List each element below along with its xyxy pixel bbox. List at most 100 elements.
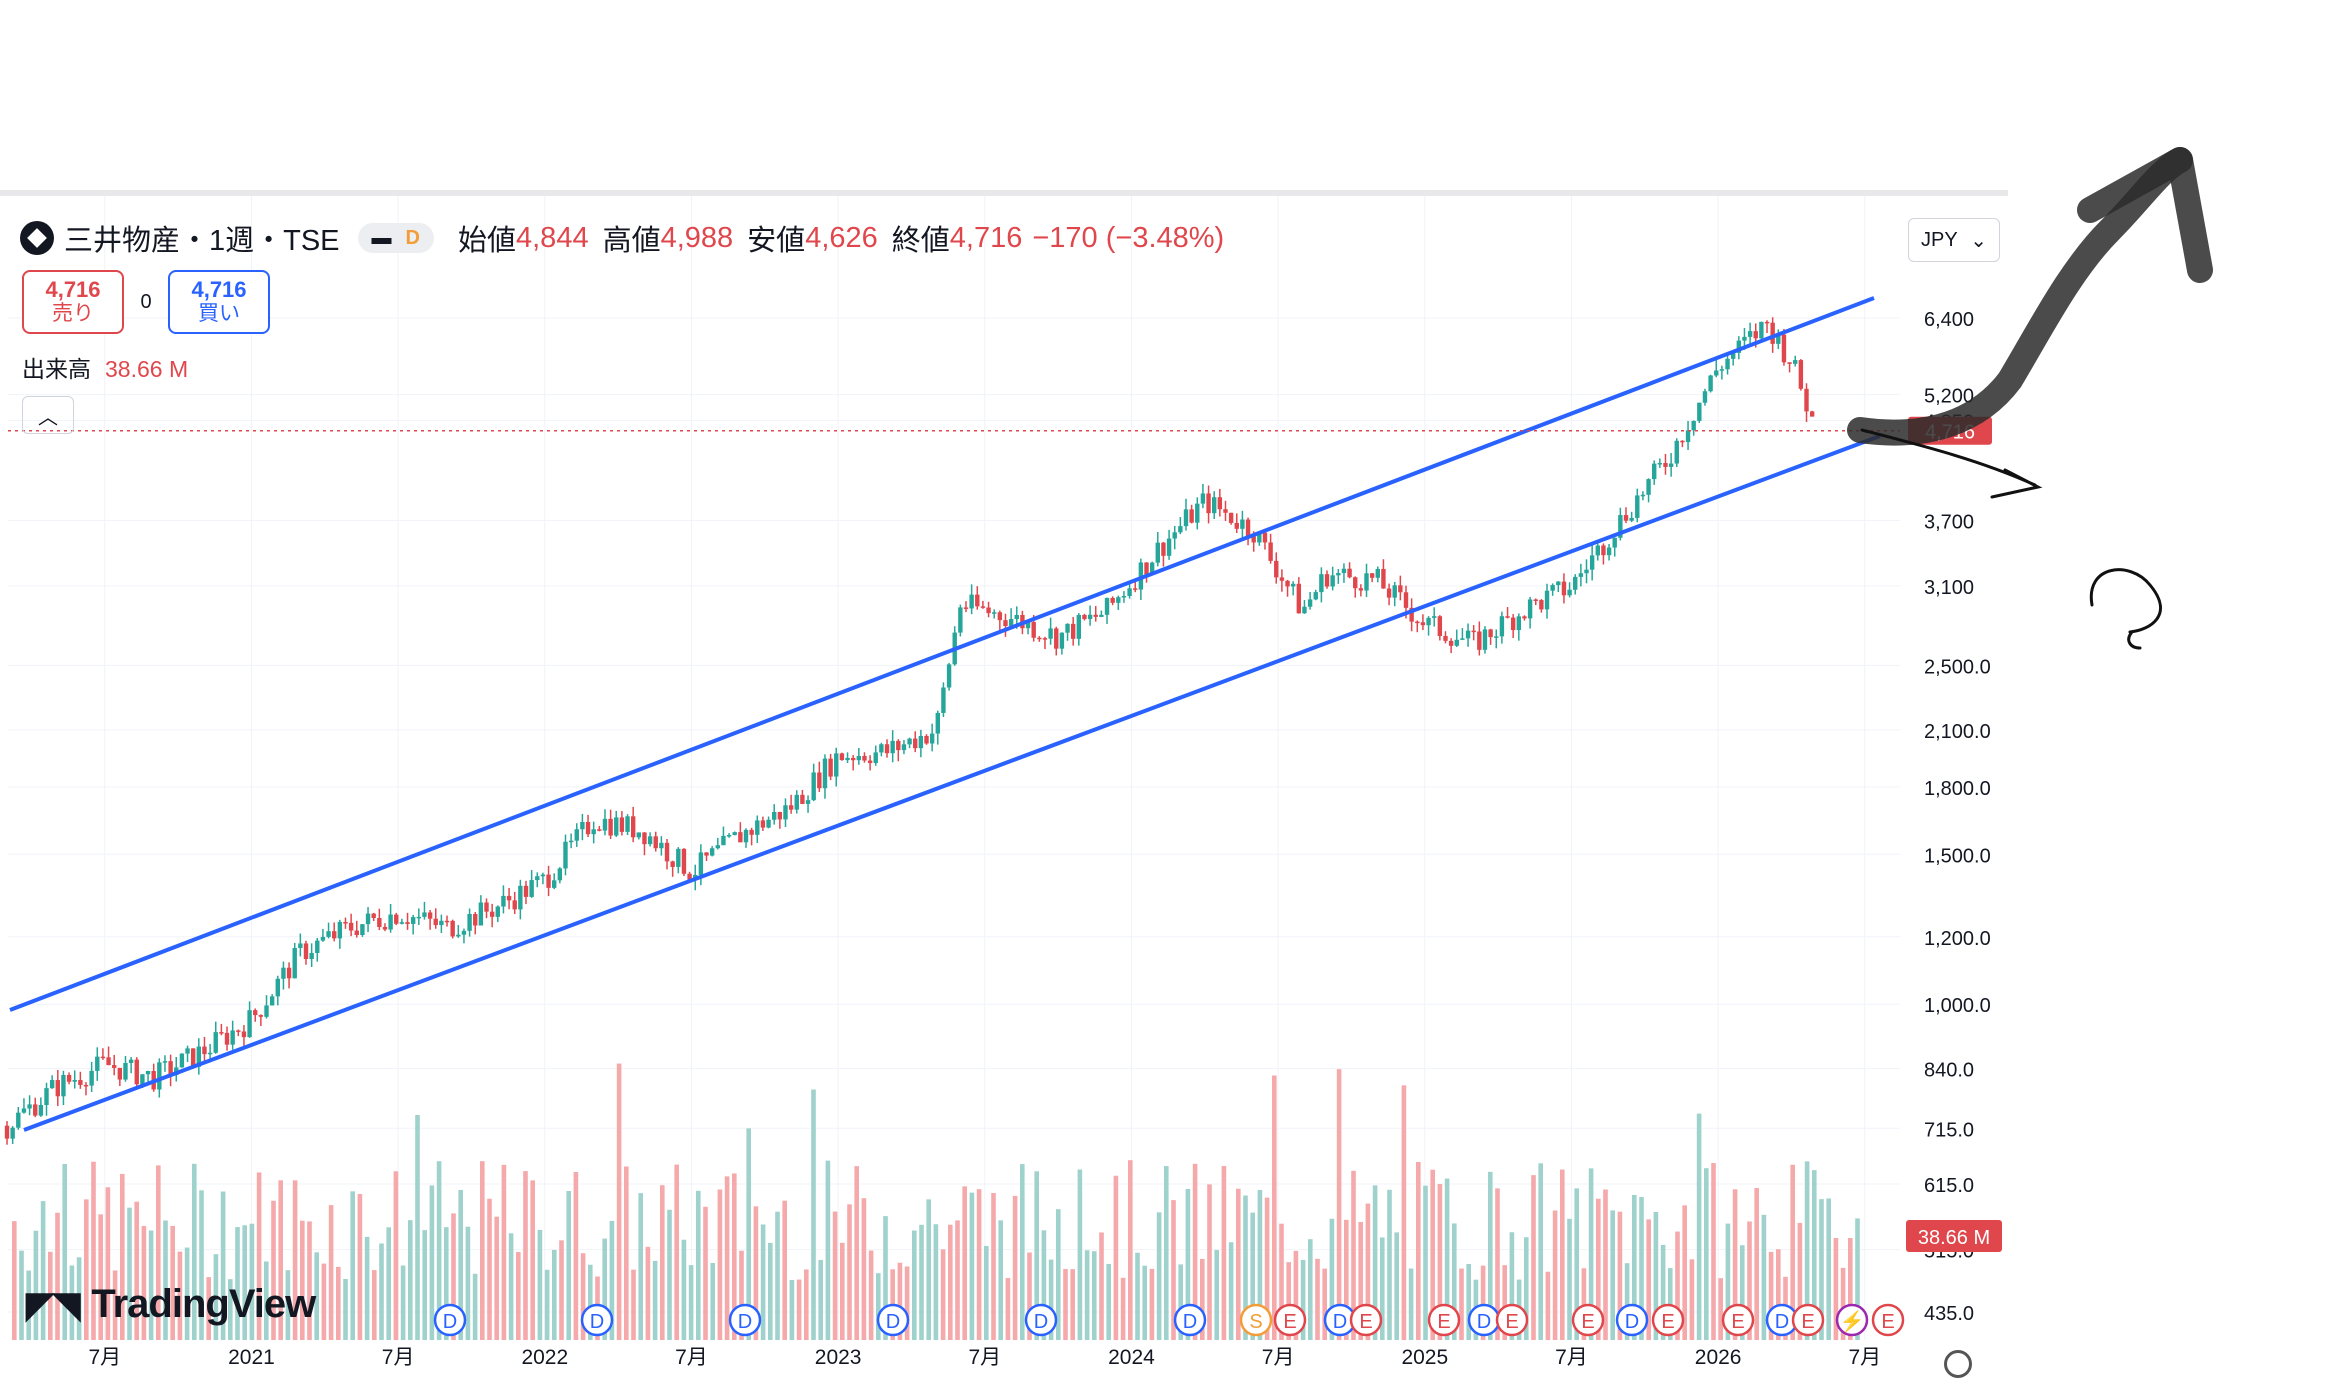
candle-body	[1640, 494, 1646, 497]
chevron-up-icon: ︿	[38, 406, 58, 429]
volume-bar	[609, 1220, 615, 1340]
candle-body	[49, 1080, 55, 1089]
time-tick-label: 2024	[1108, 1346, 1155, 1369]
candle-body	[123, 1062, 128, 1080]
volume-bar	[854, 1166, 859, 1340]
volume-bar	[940, 1249, 946, 1340]
volume-bar	[1387, 1189, 1392, 1340]
volume-bar	[1610, 1210, 1615, 1340]
collapse-button[interactable]: ︿	[22, 396, 74, 434]
candle-body	[461, 930, 467, 935]
volume-bar	[948, 1224, 953, 1340]
volume-bar	[652, 1260, 658, 1340]
candle-body	[16, 1112, 21, 1128]
candle-body	[410, 917, 416, 924]
candle-body	[1262, 532, 1268, 543]
candle-body	[241, 1031, 247, 1038]
volume-bar	[156, 1165, 161, 1340]
time-tick-label: 2022	[521, 1346, 568, 1369]
candle-body	[963, 607, 969, 609]
volume-bar	[1142, 1265, 1147, 1340]
candle-body	[337, 922, 343, 939]
candle-body	[670, 861, 675, 867]
candle-body	[1584, 569, 1589, 574]
volume-bar	[616, 1063, 622, 1340]
candle-body	[326, 931, 331, 937]
candle-body	[856, 755, 862, 761]
candle-body	[1341, 568, 1347, 574]
volume-bar	[1020, 1164, 1025, 1340]
candle-body	[1629, 517, 1634, 521]
volume-bar	[256, 1172, 262, 1340]
candle-body	[884, 744, 890, 754]
volume-bar	[487, 1198, 492, 1340]
candle-body	[467, 914, 472, 931]
volume-bar	[1560, 1169, 1565, 1340]
candle-body	[997, 612, 1003, 621]
candle-body	[625, 816, 630, 832]
volume-bar	[1228, 1242, 1234, 1340]
candle-body	[190, 1048, 196, 1067]
volume-bar	[1624, 1263, 1630, 1340]
candle-body	[1635, 495, 1640, 518]
status-pill[interactable]: ▬ D	[357, 223, 434, 253]
sell-button[interactable]: 4,716 売り	[22, 270, 124, 334]
volume-bar	[1444, 1178, 1450, 1340]
tv-mark-icon: ◤◥	[26, 1283, 80, 1325]
candle-body	[709, 848, 715, 856]
candle-body	[371, 913, 376, 919]
event-marker-label: D	[1034, 1311, 1048, 1333]
event-marker-label: D	[1183, 1311, 1197, 1333]
candle-body	[845, 757, 850, 761]
time-tick-label: 7月	[675, 1346, 708, 1369]
candle-body	[439, 920, 444, 926]
volume-bar	[739, 1250, 744, 1340]
candle-body	[862, 755, 867, 761]
volume-bar	[1293, 1250, 1299, 1340]
candle-body	[1200, 493, 1206, 504]
time-tick-label: 7月	[88, 1346, 121, 1369]
candle-body	[1702, 391, 1708, 403]
candle-body	[1386, 588, 1392, 598]
currency-select[interactable]: JPY ⌄	[1908, 218, 2000, 262]
volume-bar	[1459, 1268, 1464, 1340]
volume-bar	[1596, 1198, 1601, 1340]
settings-gear-icon[interactable]	[1944, 1350, 1972, 1378]
time-tick-label: 2023	[815, 1346, 862, 1369]
candle-body	[83, 1084, 89, 1087]
candle-body	[1082, 614, 1087, 620]
buy-button[interactable]: 4,716 買い	[168, 270, 270, 334]
candle-body	[286, 967, 292, 979]
sell-price: 4,716	[45, 277, 101, 302]
candle-body	[1037, 637, 1042, 640]
volume-bar	[969, 1192, 975, 1340]
volume-bar	[1480, 1265, 1486, 1340]
volume-bar	[1149, 1268, 1155, 1340]
volume-bar	[235, 1227, 240, 1340]
price-tick-label: 1,200.0	[1924, 928, 1991, 950]
currency-value: JPY	[1921, 228, 1958, 251]
candle-body	[1787, 362, 1792, 364]
candle-body	[292, 947, 297, 979]
volume-bar	[1466, 1263, 1471, 1340]
volume-bar	[926, 1199, 931, 1340]
candle-body	[1510, 617, 1516, 631]
candle-body	[563, 841, 568, 869]
volume-bar	[1423, 1185, 1428, 1340]
symbol-title[interactable]: 三井物産・1週・TSE	[64, 225, 340, 257]
candle-body	[145, 1071, 151, 1075]
spread-value: 0	[140, 290, 152, 313]
volume-bar	[688, 1265, 694, 1340]
candle-body	[298, 943, 303, 948]
candle-body	[1809, 411, 1815, 417]
volume-bar	[631, 1269, 636, 1340]
volume-bar	[660, 1185, 665, 1340]
candle-body	[320, 936, 326, 941]
minus-icon: ▬	[371, 226, 392, 249]
candle-body	[574, 829, 579, 841]
candle-body	[1533, 599, 1538, 601]
candle-body	[608, 818, 613, 836]
trade-buttons: 4,716 売り 0 4,716 買い	[22, 270, 270, 334]
candle-body	[1759, 321, 1764, 339]
